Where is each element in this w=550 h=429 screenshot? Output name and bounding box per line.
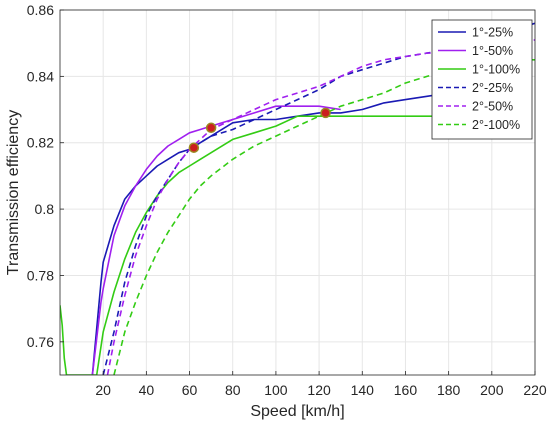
y-tick-label: 0.82 [27, 135, 54, 151]
series-line-2 [91, 105, 341, 375]
intersection-marker [320, 107, 331, 119]
legend-label: 2°-100% [472, 118, 520, 132]
x-tick-label: 160 [394, 382, 418, 398]
x-tick-label: 180 [437, 382, 461, 398]
tick-labels: 20 40 60 80 100 120 140 160 180 200 220 0.76 0.78 0.8… [27, 2, 547, 398]
legend: 1°-25% 1°-50% 1°-100% 2°-25% 2°-50% 2°-100% [431, 19, 533, 140]
y-tick-label: 0.86 [27, 2, 54, 18]
y-tick-label: 0.78 [27, 267, 54, 283]
x-tick-label: 60 [182, 382, 198, 398]
y-tick-label: 0.84 [27, 68, 54, 84]
plot-frame [59, 9, 536, 376]
x-tick-label: 40 [139, 382, 155, 398]
legend-label: 1°-50% [472, 44, 513, 58]
legend-label: 2°-25% [472, 81, 513, 95]
x-tick-label: 100 [264, 382, 288, 398]
x-tick-label: 140 [351, 382, 375, 398]
legend-label: 1°-100% [472, 63, 520, 77]
x-tick-label: 120 [307, 382, 331, 398]
legend-label: 2°-50% [472, 100, 513, 114]
x-tick-label: 20 [95, 382, 111, 398]
legend-label: 1°-25% [472, 26, 513, 40]
series-line-6 [113, 59, 535, 375]
y-axis-title: Transmission efficiency [5, 110, 22, 275]
legend-box [431, 19, 533, 140]
x-tick-label: 220 [523, 382, 547, 398]
intersection-marker [188, 142, 200, 153]
x-tick-label: 200 [480, 382, 504, 398]
intersection-marker [205, 122, 217, 134]
intersection-markers [188, 107, 331, 153]
x-axis-title: Speed [km/h] [250, 403, 344, 420]
y-tick-label: 0.8 [35, 201, 55, 217]
x-tick-label: 80 [225, 382, 241, 398]
y-tick-label: 0.76 [27, 334, 54, 350]
series-line-3 [60, 115, 449, 375]
